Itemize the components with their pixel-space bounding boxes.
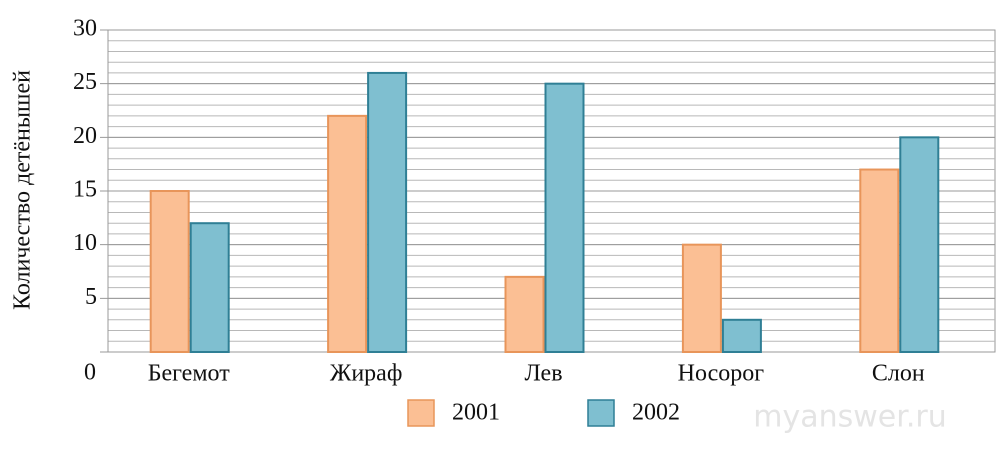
y-tick-label: 15 xyxy=(73,177,97,203)
bar xyxy=(149,190,190,353)
watermark: myanswer.ru xyxy=(753,400,946,435)
y-tick-label: 25 xyxy=(73,69,97,95)
bar xyxy=(504,275,545,353)
bar xyxy=(544,82,585,354)
bar xyxy=(189,222,230,353)
y-tick-label: 5 xyxy=(85,284,97,310)
x-tick-label: Бегемот xyxy=(148,361,230,387)
y-tick-label: 30 xyxy=(73,16,97,42)
x-tick-label: Жираф xyxy=(330,361,403,387)
y-tick-label: 20 xyxy=(73,123,97,149)
x-tick-label: Носорог xyxy=(678,361,765,387)
y-tick-label: 0 xyxy=(84,360,96,386)
bar xyxy=(859,168,900,353)
bar xyxy=(327,114,368,353)
y-axis-label: Количество детёнышей xyxy=(10,70,36,310)
legend-label: 2001 xyxy=(452,400,500,426)
y-tick-label: 10 xyxy=(73,230,97,256)
legend-label: 2002 xyxy=(632,400,680,426)
bar xyxy=(681,243,722,354)
bar xyxy=(367,71,408,354)
legend-swatch xyxy=(587,399,615,427)
bar xyxy=(899,136,940,353)
x-tick-label: Слон xyxy=(872,361,925,387)
bar xyxy=(721,318,762,353)
x-tick-label: Лев xyxy=(524,361,562,387)
legend-swatch xyxy=(407,399,435,427)
